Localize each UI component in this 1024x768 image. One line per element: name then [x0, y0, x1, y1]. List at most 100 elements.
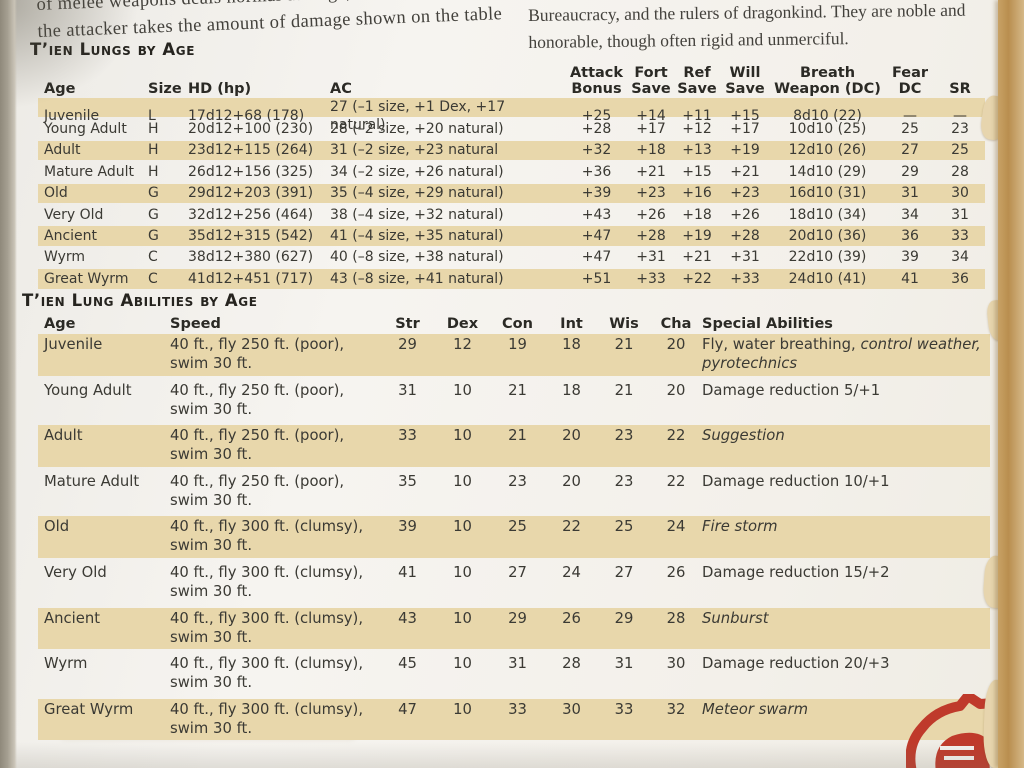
cell-sr: 28	[951, 163, 969, 180]
cell-age: Old	[44, 518, 70, 536]
cell-fort-save: +28	[636, 228, 666, 245]
table2-row: Great Wyrm 40 ft., fly 300 ft. (clumsy),…	[38, 698, 990, 745]
cell-speed: 40 ft., fly 300 ft. (clumsy), swim 30 ft…	[170, 609, 364, 646]
page-bottom-shadow	[0, 742, 1024, 768]
table1-header-sr: SR	[949, 80, 971, 97]
cell-ac: 41 (–4 size, +35 natural)	[330, 228, 504, 245]
special-regular-text: Damage reduction 10/+1	[702, 472, 890, 490]
table1-header-breath-weapon: Breath Weapon (DC)	[774, 65, 881, 97]
cell-wis: 31	[614, 655, 634, 673]
cell-special-abilities: Damage reduction 10/+1	[702, 472, 990, 491]
cell-hd: 20d12+100 (230)	[188, 121, 314, 138]
cell-int: 30	[562, 700, 581, 718]
cell-dex: 10	[453, 427, 472, 445]
cell-breath-weapon: 22d10 (39)	[788, 249, 867, 266]
cell-cha: 28	[666, 609, 686, 627]
cell-con: 33	[508, 700, 527, 718]
table1-row: Young Adult H 20d12+100 (230) 28 (–2 siz…	[38, 119, 985, 140]
cell-attack-bonus: +32	[581, 142, 612, 159]
special-regular-text: Damage reduction 20/+3	[702, 655, 890, 673]
cell-special-abilities: Damage reduction 15/+2	[702, 563, 990, 582]
cell-fear-dc: —	[903, 108, 917, 124]
table2-header-speed: Speed	[170, 315, 221, 332]
cell-fort-save: +14	[636, 108, 666, 124]
cell-ac: 28 (–2 size, +20 natural)	[330, 121, 504, 138]
page-left-edge	[0, 0, 17, 768]
cell-dex: 10	[453, 655, 472, 673]
table1-row: Great Wyrm C 41d12+451 (717) 43 (–8 size…	[38, 269, 985, 290]
cell-speed: 40 ft., fly 250 ft. (poor), swim 30 ft.	[170, 427, 345, 464]
table1-row: Very Old G 32d12+256 (464) 38 (–4 size, …	[38, 205, 985, 226]
cell-fort-save: +33	[636, 270, 666, 287]
table2-header-age: Age	[44, 315, 76, 332]
cell-attack-bonus: +47	[581, 249, 612, 266]
cell-str: 45	[398, 655, 417, 673]
cell-sr: 31	[951, 206, 969, 223]
table2-header-row: Age Speed Str Dex Con Int Wis Cha Specia…	[38, 308, 990, 334]
cell-breath-weapon: 24d10 (41)	[788, 270, 867, 287]
special-italic-text: control weather, pyrotechnics	[702, 336, 981, 372]
cell-hd: 23d12+115 (264)	[188, 142, 314, 159]
cell-will-save: +31	[730, 249, 760, 266]
cell-ac: 35 (–4 size, +29 natural)	[330, 185, 504, 202]
cell-sr: 23	[951, 121, 969, 138]
cell-age: Wyrm	[44, 249, 86, 266]
cell-age: Ancient	[44, 609, 101, 627]
cell-age: Mature Adult	[44, 472, 140, 490]
cell-age: Juvenile	[44, 108, 100, 124]
cell-dex: 10	[453, 563, 472, 581]
table1-header-will-save: Will Save	[725, 65, 765, 97]
cell-speed: 40 ft., fly 250 ft. (poor), swim 30 ft.	[170, 336, 345, 372]
cell-hd: 32d12+256 (464)	[188, 206, 314, 223]
cell-dex: 12	[453, 336, 472, 353]
cell-fear-dc: 36	[901, 228, 919, 245]
cell-str: 31	[398, 381, 417, 399]
cell-size: H	[148, 142, 159, 159]
cell-wis: 33	[614, 700, 634, 718]
cell-dex: 10	[453, 381, 472, 399]
table2-row: Wyrm 40 ft., fly 300 ft. (clumsy), swim …	[38, 653, 990, 699]
cell-size: L	[148, 108, 156, 124]
cell-breath-weapon: 8d10 (22)	[793, 108, 862, 124]
cell-breath-weapon: 12d10 (26)	[788, 142, 867, 159]
cell-breath-weapon: 14d10 (29)	[788, 163, 867, 180]
cell-ac: 38 (–4 size, +32 natural)	[330, 206, 504, 223]
cell-age: Great Wyrm	[44, 700, 134, 718]
cell-str: 41	[398, 563, 417, 581]
book-edge-right	[998, 0, 1024, 768]
intro-paragraph-right: Bureaucracy, and the rulers of dragonkin…	[528, 0, 999, 56]
cell-cha: 32	[666, 700, 686, 718]
cell-str: 35	[398, 472, 417, 490]
cell-sr: 36	[951, 270, 969, 287]
cell-dex: 10	[453, 609, 472, 627]
cell-ref-save: +22	[682, 270, 712, 287]
cell-int: 18	[562, 381, 581, 399]
cell-fear-dc: 31	[901, 185, 919, 202]
cell-speed: 40 ft., fly 300 ft. (clumsy), swim 30 ft…	[170, 700, 364, 737]
cell-attack-bonus: +43	[581, 206, 612, 223]
cell-will-save: +21	[730, 163, 760, 180]
cell-str: 47	[398, 700, 417, 718]
table2-body: Juvenile 40 ft., fly 250 ft. (poor), swi…	[38, 334, 990, 744]
tien-lung-abilities-by-age-table: Age Speed Str Dex Con Int Wis Cha Specia…	[38, 308, 990, 744]
special-italic-text: Sunburst	[702, 609, 769, 627]
cell-cha: 20	[666, 336, 686, 353]
cell-str: 29	[398, 336, 417, 353]
table2-row: Very Old 40 ft., fly 300 ft. (clumsy), s…	[38, 562, 990, 608]
cell-dex: 10	[453, 518, 472, 536]
cell-hd: 35d12+315 (542)	[188, 228, 314, 245]
cell-age: Adult	[44, 427, 83, 445]
cell-fort-save: +21	[636, 163, 666, 180]
cell-con: 21	[508, 427, 527, 445]
cell-wis: 25	[614, 518, 634, 536]
cell-fear-dc: 25	[901, 121, 919, 138]
cell-ref-save: +19	[682, 228, 712, 245]
cell-age: Old	[44, 185, 68, 202]
cell-con: 31	[508, 655, 527, 673]
table2-row: Mature Adult 40 ft., fly 250 ft. (poor),…	[38, 471, 990, 517]
cell-will-save: +15	[730, 108, 760, 124]
cell-sr: 34	[951, 249, 969, 266]
table1-header-ac: AC	[330, 80, 352, 97]
cell-speed: 40 ft., fly 250 ft. (poor), swim 30 ft.	[170, 381, 345, 418]
